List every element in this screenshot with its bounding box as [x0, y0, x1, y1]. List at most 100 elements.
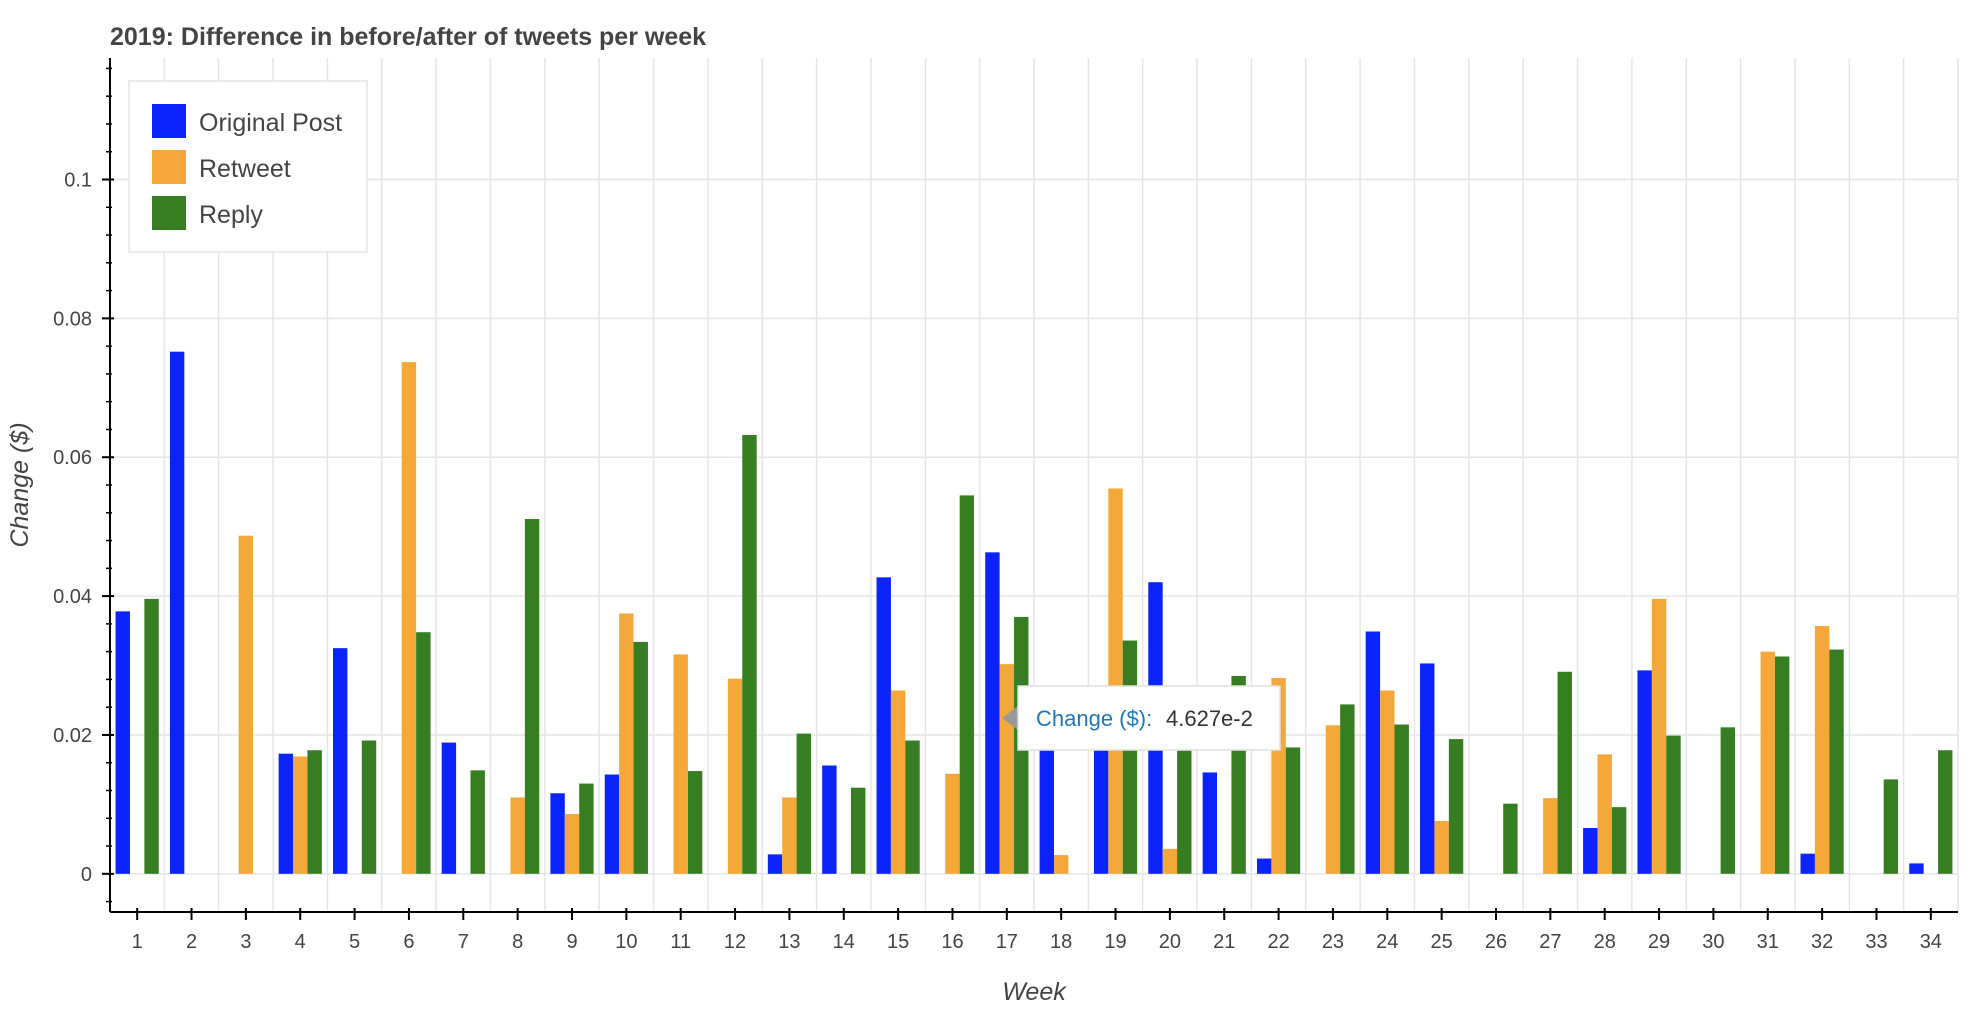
- x-tick-label: 26: [1485, 931, 1507, 953]
- bar-retweet-week-11: [673, 654, 688, 874]
- bar-original-post-week-13: [767, 854, 783, 874]
- tooltip-box: [1017, 685, 1281, 751]
- bar-original-post-week-34: [1909, 863, 1924, 874]
- bar-reply-week-22: [1285, 747, 1301, 874]
- bar-retweet-week-25: [1434, 821, 1449, 874]
- tooltip-arrow: [1002, 706, 1018, 730]
- x-tick-label: 12: [724, 931, 746, 953]
- y-tick-label: 0.08: [53, 308, 92, 330]
- chart-title: 2019: Difference in before/after of twee…: [110, 23, 706, 51]
- y-tick-label: 0.06: [53, 447, 92, 469]
- bar-retweet-week-20: [1162, 848, 1178, 874]
- x-tick-label: 10: [615, 931, 637, 953]
- bar-original-post-week-4: [278, 753, 294, 874]
- bar-retweet-week-9: [564, 814, 580, 874]
- y-tick-label: 0.04: [53, 586, 92, 608]
- bar-reply-week-29: [1666, 735, 1681, 874]
- bar-reply-week-8: [524, 519, 540, 874]
- bar-reply-week-16: [959, 495, 975, 874]
- bar-retweet-week-8: [510, 797, 525, 874]
- bar-original-post-week-24: [1365, 631, 1381, 874]
- bar-retweet-week-3: [238, 535, 254, 874]
- bar-reply-week-28: [1611, 807, 1627, 874]
- y-tick-label: 0: [81, 864, 92, 886]
- bar-original-post-week-21: [1202, 772, 1218, 874]
- bar-retweet-week-29: [1651, 598, 1667, 874]
- bar-reply-week-20: [1177, 712, 1192, 874]
- bar-reply-week-4: [307, 750, 322, 874]
- x-tick-label: 18: [1050, 931, 1072, 953]
- x-tick-label: 32: [1811, 931, 1833, 953]
- hover-tooltip: Change ($): 4.627e-2: [1002, 685, 1281, 751]
- x-tick-label: 1: [132, 931, 143, 953]
- x-tick-label: 15: [887, 931, 909, 953]
- bar-reply-week-1: [144, 598, 159, 874]
- x-tick-label: 11: [670, 931, 691, 953]
- bar-retweet-week-4: [293, 756, 308, 874]
- bar-original-post-week-9: [550, 793, 565, 874]
- legend-label: Original Post: [199, 109, 342, 137]
- bar-retweet-week-10: [619, 613, 634, 874]
- x-tick-label: 6: [403, 931, 414, 953]
- bar-reply-week-13: [796, 733, 812, 874]
- x-tick-label: 7: [458, 931, 469, 953]
- x-tick-label: 24: [1376, 931, 1398, 953]
- x-tick-label: 29: [1648, 931, 1670, 953]
- bar-reply-week-15: [905, 740, 920, 874]
- bar-reply-week-26: [1503, 803, 1518, 874]
- x-tick-label: 30: [1702, 931, 1724, 953]
- bar-original-post-week-22: [1256, 858, 1272, 874]
- bar-original-post-week-32: [1800, 853, 1815, 874]
- bar-reply-week-11: [687, 771, 703, 874]
- x-tick-label: 3: [240, 931, 251, 953]
- bar-retweet-week-17: [999, 664, 1015, 874]
- bar-reply-week-12: [742, 435, 757, 874]
- bar-reply-week-31: [1774, 656, 1790, 874]
- bar-original-post-week-7: [441, 742, 457, 874]
- bar-retweet-week-27: [1543, 798, 1558, 874]
- y-tick-label: 0.02: [53, 725, 92, 747]
- bar-retweet-week-16: [945, 773, 960, 874]
- bar-retweet-week-28: [1597, 754, 1612, 874]
- bar-reply-week-6: [416, 632, 431, 874]
- x-tick-label: 31: [1757, 931, 1779, 953]
- bar-retweet-week-12: [727, 678, 743, 874]
- bar-retweet-week-13: [782, 797, 797, 874]
- bar-reply-week-25: [1448, 739, 1464, 874]
- x-tick-label: 5: [349, 931, 360, 953]
- bar-reply-week-9: [579, 783, 594, 874]
- tooltip-label: Change ($):: [1036, 706, 1152, 731]
- bar-retweet-week-6: [401, 362, 417, 874]
- bar-retweet-week-18: [1053, 855, 1069, 874]
- bar-reply-week-14: [850, 787, 866, 874]
- x-tick-label: 13: [778, 931, 800, 953]
- bar-retweet-week-24: [1380, 690, 1395, 874]
- x-tick-label: 23: [1322, 931, 1344, 953]
- x-tick-label: 14: [833, 931, 855, 953]
- bar-reply-week-32: [1829, 649, 1844, 874]
- bar-reply-week-7: [470, 770, 485, 874]
- bar-reply-week-34: [1938, 750, 1953, 874]
- bar-original-post-week-10: [604, 774, 620, 874]
- bar-original-post-week-28: [1583, 827, 1598, 874]
- bar-retweet-week-23: [1325, 725, 1341, 874]
- bar-retweet-week-15: [890, 690, 906, 874]
- y-tick-label: 0.1: [64, 170, 92, 192]
- grid-lines: [109, 58, 1959, 912]
- x-tick-label: 33: [1865, 931, 1887, 953]
- x-tick-label: 9: [566, 931, 577, 953]
- x-tick-label: 25: [1431, 931, 1453, 953]
- bar-reply-week-19: [1122, 640, 1138, 874]
- legend[interactable]: Original Post Retweet Reply: [128, 80, 368, 253]
- legend-swatch: [152, 150, 186, 184]
- x-axis-title: Week: [1002, 978, 1067, 1006]
- bar-reply-week-30: [1720, 727, 1736, 874]
- bar-original-post-week-15: [876, 577, 891, 874]
- bar-original-post-week-1: [115, 611, 130, 874]
- bar-retweet-week-31: [1760, 651, 1775, 874]
- bar-reply-week-33: [1883, 779, 1899, 874]
- axes: 00.020.040.060.080.11 2 3 4 5 6 7 8 9 10 11 12 13 14 1…: [6, 58, 1958, 1006]
- x-tick-label: 16: [941, 931, 963, 953]
